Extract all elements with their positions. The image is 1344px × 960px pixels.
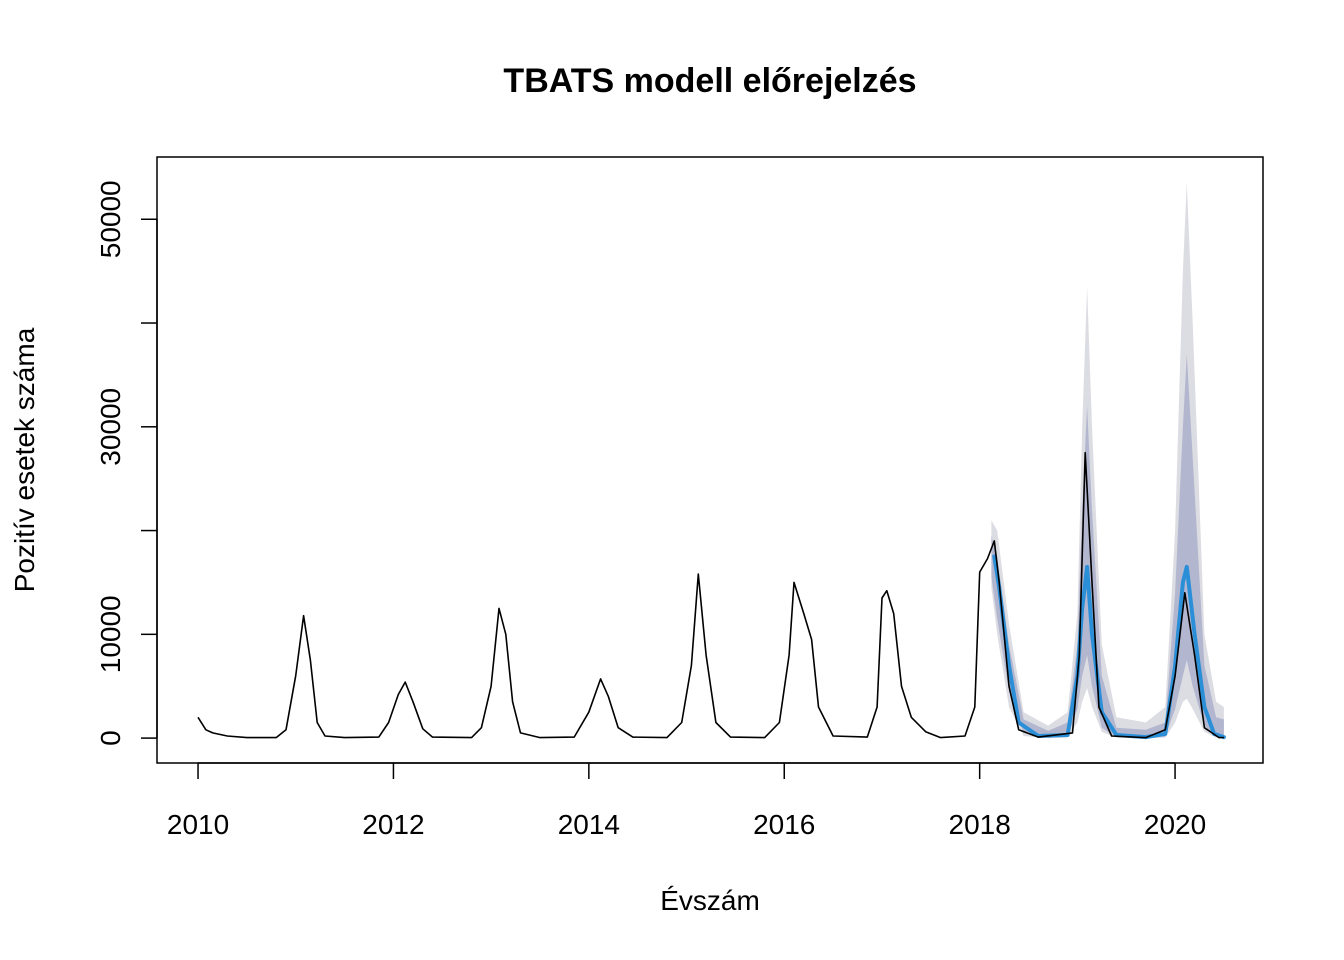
plot-frame [156, 156, 1264, 764]
x-tick-label: 2010 [167, 809, 229, 840]
y-tick-label: 50000 [95, 180, 126, 258]
x-tick-label: 2012 [362, 809, 424, 840]
x-tick-label: 2016 [753, 809, 815, 840]
y-tick-label: 30000 [95, 388, 126, 466]
plot-marks [197, 182, 1226, 740]
observed-series-line [197, 451, 1224, 739]
x-tick-label: 2014 [558, 809, 620, 840]
y-tick-label: 10000 [95, 595, 126, 673]
x-tick-label: 2020 [1144, 809, 1206, 840]
axes: 2010 2012 2014 2016 2018 2020 0 10000 30000 50000 [95, 180, 1206, 840]
y-tick-label: 0 [95, 730, 126, 746]
x-axis-label: Évszám [660, 885, 760, 916]
x-tick-label: 2018 [949, 809, 1011, 840]
y-axis-label: Pozitív esetek száma [9, 327, 40, 592]
chart-title: TBATS modell előrejelzés [503, 62, 916, 100]
